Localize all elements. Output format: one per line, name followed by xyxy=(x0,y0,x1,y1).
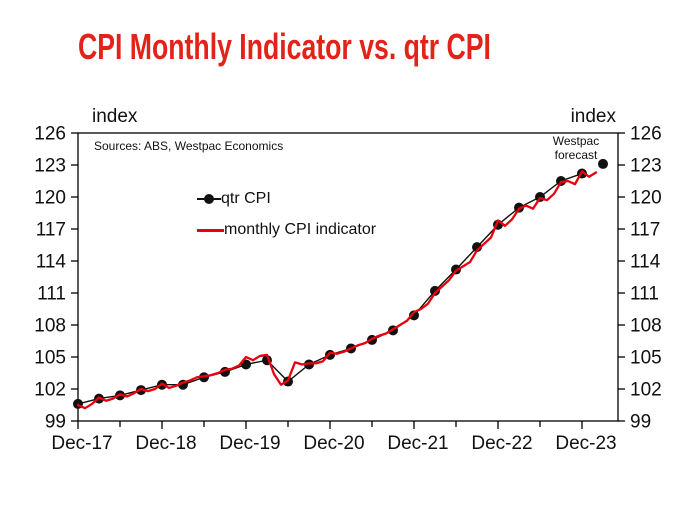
y-tick-label-left: 99 xyxy=(45,412,66,433)
y-tick-label-left: 105 xyxy=(34,348,66,369)
y-tick-label-right: 120 xyxy=(630,188,662,209)
monthly-cpi-legend-marker-icon xyxy=(197,228,224,232)
forecast-annotation: Westpac forecast xyxy=(546,134,606,163)
legend-label-qtr-cpi: qtr CPI xyxy=(221,190,271,207)
y-tick-label-right: 126 xyxy=(630,124,662,145)
y-tick-label-left: 126 xyxy=(34,124,66,145)
y-tick-label-right: 111 xyxy=(630,284,659,305)
qtr-cpi-forecast-point xyxy=(598,158,608,169)
y-tick-label-left: 120 xyxy=(34,188,66,209)
x-tick-label: Dec-19 xyxy=(219,433,280,454)
plot-border xyxy=(77,132,619,422)
qtr-cpi-point xyxy=(241,359,251,370)
y-tick-label-right: 105 xyxy=(630,348,662,369)
legend: qtr CPI monthly CPI indicator xyxy=(197,188,376,250)
y-tick-label-right: 99 xyxy=(630,412,651,433)
qtr-cpi-legend-marker-icon xyxy=(197,193,221,205)
legend-label-monthly-cpi: monthly CPI indicator xyxy=(224,221,377,238)
y-tick-label-left: 123 xyxy=(34,156,66,177)
x-tick-label: Dec-23 xyxy=(555,433,616,454)
y-tick-label-left: 114 xyxy=(36,252,67,273)
qtr-cpi-point xyxy=(409,310,419,321)
y-tick-label-right: 108 xyxy=(630,316,662,337)
y-tick-label-right: 123 xyxy=(630,156,662,177)
monthly-cpi-line xyxy=(76,170,598,410)
y-tick-label-left: 108 xyxy=(34,316,66,337)
x-tick-label: Dec-18 xyxy=(135,433,196,454)
y-axis-unit-left: index xyxy=(92,106,138,127)
y-tick-label-right: 114 xyxy=(630,252,661,273)
qtr-cpi-point xyxy=(430,285,440,296)
y-tick-label-right: 117 xyxy=(630,220,660,241)
y-tick-label-left: 117 xyxy=(36,220,66,241)
qtr-cpi-point xyxy=(472,242,482,253)
x-tick-label: Dec-20 xyxy=(303,433,364,454)
x-tick-label: Dec-22 xyxy=(471,433,532,454)
page-title: CPI Monthly Indicator vs. qtr CPI xyxy=(78,26,491,67)
y-tick-label-left: 102 xyxy=(34,380,66,401)
forecast-annotation-line2: forecast xyxy=(554,148,598,163)
sources-note: Sources: ABS, Westpac Economics xyxy=(94,139,284,153)
x-tick-label: Dec-21 xyxy=(387,433,448,454)
y-axis-unit-right: index xyxy=(570,106,616,127)
x-tick-label: Dec-17 xyxy=(51,433,112,454)
forecast-annotation-line1: Westpac xyxy=(552,134,600,148)
y-tick-label-left: 111 xyxy=(37,284,66,305)
legend-item-monthly-cpi: monthly CPI indicator xyxy=(197,219,376,241)
legend-item-qtr-cpi: qtr CPI xyxy=(197,188,376,210)
y-tick-label-right: 102 xyxy=(630,380,662,401)
